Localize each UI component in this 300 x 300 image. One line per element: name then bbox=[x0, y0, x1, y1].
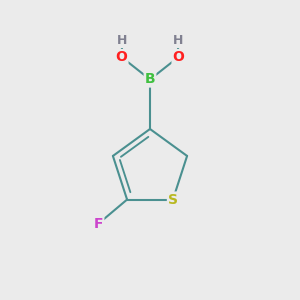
Text: O: O bbox=[172, 50, 184, 64]
Text: F: F bbox=[94, 217, 103, 231]
Text: O: O bbox=[116, 50, 128, 64]
Text: H: H bbox=[172, 34, 183, 47]
Text: S: S bbox=[168, 193, 178, 207]
Text: B: B bbox=[145, 73, 155, 86]
Text: H: H bbox=[117, 34, 128, 47]
